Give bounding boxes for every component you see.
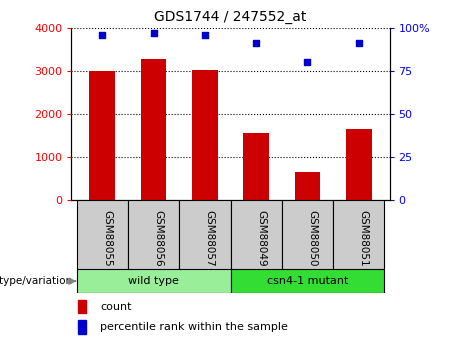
Point bbox=[150, 30, 157, 36]
Text: GSM88051: GSM88051 bbox=[359, 210, 369, 267]
Bar bbox=[230, 269, 384, 293]
Bar bbox=[243, 133, 269, 200]
Bar bbox=[282, 200, 333, 269]
Bar bbox=[128, 200, 179, 269]
Point bbox=[304, 59, 311, 65]
Title: GDS1744 / 247552_at: GDS1744 / 247552_at bbox=[154, 10, 307, 24]
Point bbox=[253, 40, 260, 46]
Bar bbox=[78, 320, 86, 334]
Bar bbox=[179, 200, 230, 269]
Text: csn4-1 mutant: csn4-1 mutant bbox=[267, 276, 348, 286]
Bar bbox=[78, 300, 86, 313]
Point bbox=[201, 32, 208, 37]
Bar bbox=[77, 200, 128, 269]
Text: GSM88055: GSM88055 bbox=[102, 210, 112, 267]
Bar bbox=[77, 269, 230, 293]
Bar bbox=[295, 172, 320, 200]
Bar bbox=[346, 128, 372, 200]
Text: GSM88050: GSM88050 bbox=[307, 210, 318, 267]
Text: GSM88057: GSM88057 bbox=[205, 210, 215, 267]
Bar bbox=[89, 71, 115, 200]
Text: count: count bbox=[100, 302, 131, 312]
Point bbox=[99, 32, 106, 37]
Text: GSM88049: GSM88049 bbox=[256, 210, 266, 267]
Bar bbox=[141, 59, 166, 200]
Text: percentile rank within the sample: percentile rank within the sample bbox=[100, 322, 288, 332]
Bar bbox=[230, 200, 282, 269]
Point bbox=[355, 40, 362, 46]
Text: wild type: wild type bbox=[128, 276, 179, 286]
Bar bbox=[192, 70, 218, 200]
Text: genotype/variation: genotype/variation bbox=[0, 276, 72, 286]
Bar bbox=[333, 200, 384, 269]
Text: GSM88056: GSM88056 bbox=[154, 210, 164, 267]
